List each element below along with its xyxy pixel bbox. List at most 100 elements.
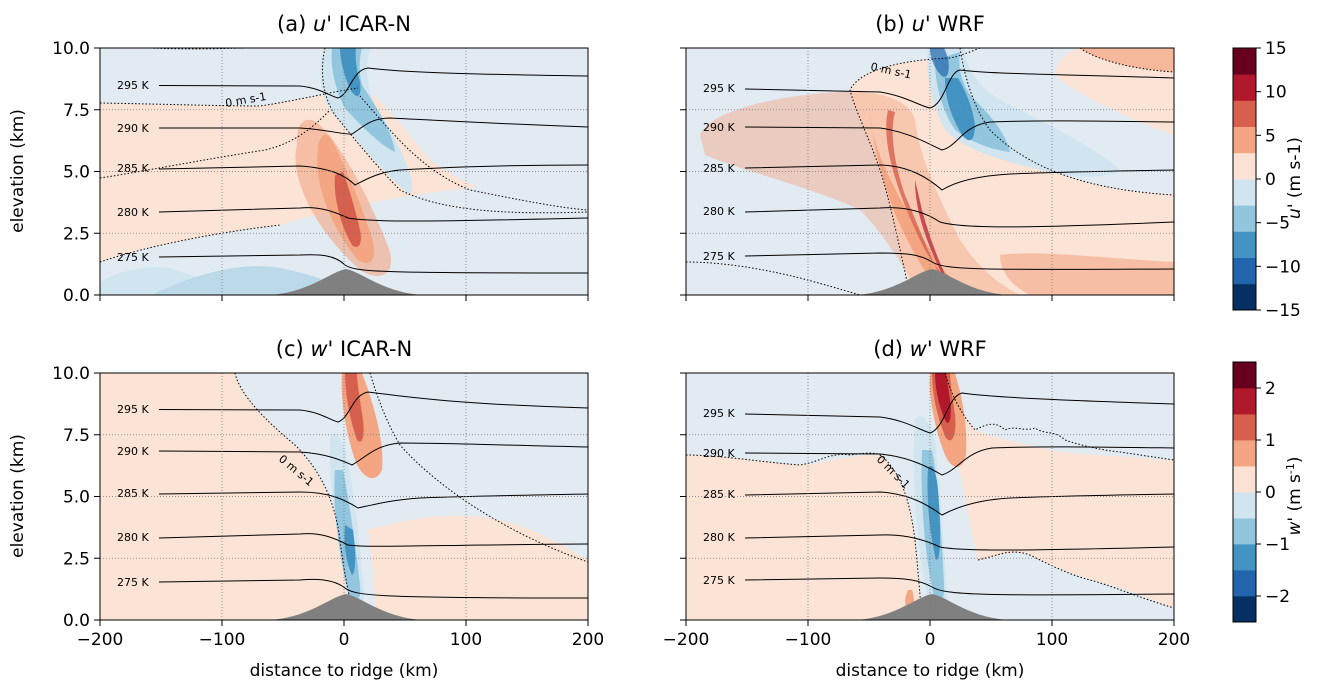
colorbar-tick-label: −1: [1265, 535, 1290, 555]
theta-label-280-b: 280 K: [703, 205, 735, 218]
colorbar-swatch: [1233, 544, 1256, 571]
x-axis-label-c: distance to ridge (km): [250, 661, 439, 681]
terrain-b: [856, 269, 1008, 295]
y-tick-label: 5.0: [63, 488, 90, 508]
panel-d: (d) w' WRF: [685, 337, 1175, 621]
panel-c-title: (c) w' ICAR-N: [276, 337, 413, 361]
colorbar-w-label: w' (m s-1): [1284, 456, 1306, 535]
colorbar-swatch: [1233, 205, 1256, 232]
colorbar-u-label: u' (m s-1): [1285, 137, 1305, 219]
colorbar-tick-label: −2: [1265, 587, 1290, 607]
x-tick-label: −100: [785, 630, 832, 650]
colorbar-swatch: [1233, 596, 1256, 623]
y-tick-label: 2.5: [63, 224, 90, 244]
colorbar-swatch: [1233, 74, 1256, 101]
colorbar-swatch: [1233, 466, 1256, 493]
colorbar-tick-label: 2: [1265, 379, 1276, 399]
colorbar-w: 2 1 0 −1 −2: [1232, 361, 1290, 623]
theta-label-280-d: 280 K: [703, 531, 735, 544]
x-tick-label: −200: [663, 630, 710, 650]
theta-contours-a: [158, 67, 589, 274]
theta-label-275-b: 275 K: [703, 250, 735, 263]
y-axis-label-a: elevation (km): [8, 109, 28, 233]
theta-label-285-a: 285 K: [117, 162, 149, 175]
panel-a-title: (a) u' ICAR-N: [277, 12, 411, 36]
colorbar-swatch: [1233, 126, 1256, 154]
colorbar-swatch: [1233, 388, 1256, 415]
colorbar-swatch: [1233, 362, 1256, 389]
colorbar-swatch: [1233, 100, 1256, 127]
colorbar-tick-label: −10: [1265, 257, 1301, 277]
terrain-a: [270, 269, 422, 295]
colorbar-swatch: [1233, 440, 1256, 467]
y-tick-label: 0.0: [63, 286, 90, 306]
y-axis-label-c: elevation (km): [8, 434, 28, 558]
colorbar-tick-label: 1: [1265, 431, 1276, 451]
x-tick-label: 0: [339, 630, 350, 650]
x-tick-label: −200: [77, 630, 124, 650]
colorbar-swatch: [1233, 283, 1256, 311]
colorbar-swatch: [1233, 179, 1256, 206]
y-tick-label: 10.0: [52, 364, 90, 384]
colorbar-u: 15 10 5 0 −5 −10 −15: [1232, 39, 1301, 321]
y-tick-label: 0.0: [63, 611, 90, 631]
x-axis-label-d: distance to ridge (km): [836, 661, 1025, 681]
panel-c: (c) w' ICAR-N 295 K 290 K 285 K: [99, 337, 589, 621]
colorbar-tick-label: 0: [1265, 483, 1276, 503]
colorbar-tick-label: −15: [1265, 301, 1301, 321]
theta-contours-c: [158, 391, 589, 599]
theta-label-285-d: 285 K: [703, 488, 735, 501]
theta-label-295-c: 295 K: [117, 403, 149, 416]
theta-label-285-b: 285 K: [703, 162, 735, 175]
x-tick-label: −100: [199, 630, 246, 650]
theta-label-275-d: 275 K: [703, 574, 735, 587]
theta-label-290-b: 290 K: [703, 121, 735, 134]
theta-label-275-c: 275 K: [117, 576, 149, 589]
colorbar-swatch: [1233, 570, 1256, 597]
theta-label-295-d: 295 K: [703, 407, 735, 420]
theta-label-285-c: 285 K: [117, 487, 149, 500]
colorbar-swatch: [1233, 152, 1256, 180]
colorbar-swatch: [1233, 492, 1256, 519]
theta-label-290-a: 290 K: [117, 122, 149, 135]
theta-label-280-a: 280 K: [117, 206, 149, 219]
theta-label-290-c: 290 K: [117, 445, 149, 458]
theta-contours-d: [744, 392, 1175, 596]
y-tick-label: 7.5: [63, 101, 90, 121]
theta-contours-b: [744, 69, 1175, 270]
y-tick-label: 7.5: [63, 426, 90, 446]
colorbar-swatch: [1233, 518, 1256, 545]
colorbar-tick-label: 10: [1265, 83, 1287, 103]
colorbar-tick-label: 5: [1265, 126, 1276, 146]
panel-d-title: (d) w' WRF: [873, 337, 986, 361]
colorbar-swatch: [1233, 231, 1256, 258]
colorbar-swatch: [1233, 257, 1256, 285]
negative-region-upper: [100, 48, 588, 210]
theta-label-295-a: 295 K: [117, 79, 149, 92]
x-tick-label: 0: [925, 630, 936, 650]
theta-label-290-d: 290 K: [703, 447, 735, 460]
theta-label-275-a: 275 K: [117, 251, 149, 264]
x-tick-label: 200: [572, 630, 604, 650]
colorbar-swatch: [1233, 414, 1256, 441]
theta-label-295-b: 295 K: [703, 82, 735, 95]
y-tick-label: 2.5: [63, 549, 90, 569]
terrain-d: [856, 594, 1008, 620]
x-tick-label: 100: [450, 630, 482, 650]
x-tick-label: 100: [1036, 630, 1068, 650]
axes-ticks: 0.0 2.5 5.0 7.5 10.0 −200 −100 0 100 200 0.0 2.5 5.0…: [52, 39, 1190, 650]
panel-b: (b) u' WRF: [685, 12, 1175, 296]
theta-label-280-c: 280 K: [117, 531, 149, 544]
positive-region-wedge: [945, 373, 1174, 608]
y-tick-label: 5.0: [63, 163, 90, 183]
colorbar-tick-label: 0: [1265, 170, 1276, 190]
terrain-c: [270, 594, 422, 620]
panel-b-title: (b) u' WRF: [875, 12, 985, 36]
y-tick-label: 10.0: [52, 39, 90, 59]
x-tick-label: 200: [1158, 630, 1190, 650]
colorbar-tick-label: 15: [1265, 39, 1287, 59]
panel-a: (a) u' ICAR-N: [99, 12, 589, 296]
colorbar-swatch: [1233, 48, 1256, 75]
colorbar-tick-label: −5: [1265, 214, 1290, 234]
